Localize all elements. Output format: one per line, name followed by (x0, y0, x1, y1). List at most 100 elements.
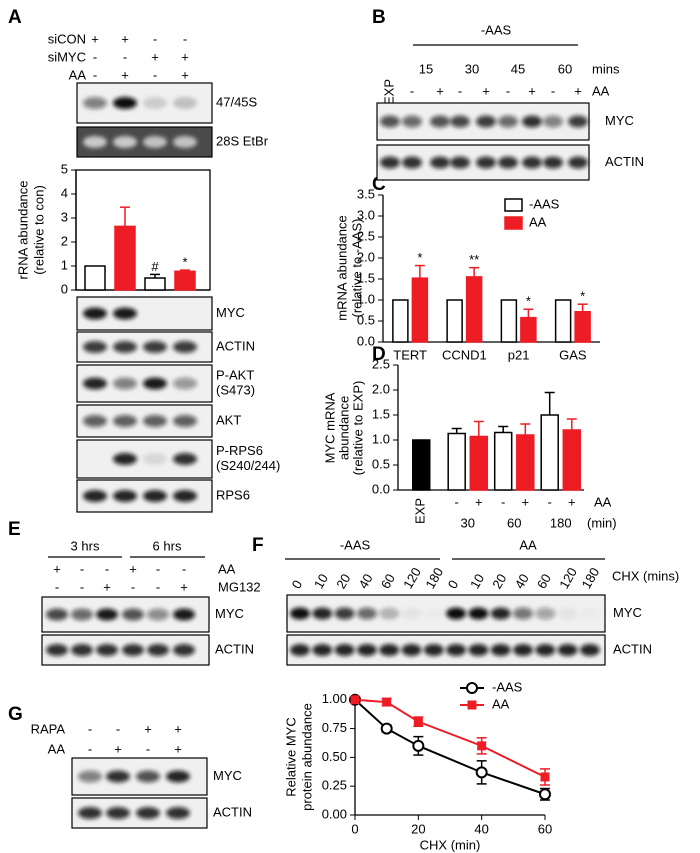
y-tick-label: 2.5 (357, 228, 375, 243)
blot-label: P-RPS6 (216, 443, 263, 458)
band (402, 156, 422, 169)
group-label: -AAS (481, 22, 512, 37)
band (113, 377, 137, 390)
band (446, 607, 467, 620)
y-tick-label: 0.75 (322, 720, 347, 735)
x-tick-label: 60 (538, 821, 552, 836)
bar (516, 434, 535, 491)
bar (574, 311, 591, 343)
sign: - (80, 561, 84, 576)
sign: - (55, 579, 59, 594)
marker (475, 766, 488, 779)
group-lines (48, 44, 605, 560)
bar (540, 414, 559, 491)
blot-label: P-AKT (216, 367, 254, 382)
condition-label: siMYC (48, 49, 86, 64)
band (568, 115, 588, 128)
legend-swatch (504, 198, 523, 212)
y-tick-label: 0.0 (372, 481, 390, 496)
sign: + (103, 579, 111, 594)
band (83, 341, 107, 353)
band (71, 644, 93, 656)
y-axis-label: protein abundance (299, 703, 314, 811)
band (522, 156, 542, 169)
x-tick-label: TERT (393, 347, 427, 362)
x-tick-label: EXP (413, 498, 428, 524)
band (312, 644, 333, 656)
band (136, 807, 160, 819)
sign: + (53, 561, 61, 576)
band (468, 644, 489, 656)
panel-label: D (372, 344, 386, 365)
time-label: 30 (465, 61, 479, 76)
band (78, 807, 102, 819)
time-label: 60 (378, 571, 398, 591)
sign: - (105, 561, 109, 576)
time-label: 180 (422, 565, 446, 591)
y-tick-label: 3.5 (357, 186, 375, 201)
band (113, 136, 137, 148)
y-tick-label: 0.25 (322, 778, 347, 793)
y-axis-label: rRNA abundance (15, 180, 30, 279)
x-tick-label: 30 (461, 515, 475, 530)
band (166, 770, 190, 783)
sign-label: AA (594, 494, 612, 509)
legend-label: -AAS (492, 679, 523, 694)
band (290, 644, 310, 656)
x-axis-label: CHX (min) (420, 837, 481, 852)
sign: + (475, 494, 483, 509)
line (354, 698, 546, 778)
legend-label: AA (492, 696, 510, 711)
bar (447, 432, 466, 491)
band (535, 607, 556, 620)
marker (350, 695, 360, 705)
marker (477, 741, 487, 751)
band (379, 644, 400, 656)
band (96, 644, 118, 656)
sign: - (123, 49, 127, 64)
band (498, 156, 518, 169)
panel-label: B (372, 7, 386, 28)
bar (469, 435, 489, 491)
sign: + (114, 741, 122, 756)
legend-swatch (504, 216, 523, 230)
band (143, 136, 167, 148)
bar (412, 439, 431, 491)
blot-label: AKT (216, 412, 241, 427)
marker (380, 722, 393, 735)
band (334, 644, 355, 656)
sign: - (551, 83, 555, 98)
sign: + (129, 561, 137, 576)
y-tick-label: 0.00 (322, 806, 347, 821)
sign: - (455, 494, 459, 509)
y-axis-label: abundance (336, 396, 351, 460)
y-tick-label: 1.0 (357, 291, 375, 306)
marker (540, 772, 550, 782)
band (136, 770, 160, 783)
sign: - (93, 49, 97, 64)
sign: + (121, 31, 129, 46)
band (173, 415, 197, 427)
unit-label: mins (592, 61, 620, 76)
y-tick-label: 3.0 (357, 207, 375, 222)
bar (84, 265, 106, 291)
sign: + (91, 31, 99, 46)
sign: + (482, 83, 490, 98)
legend-marker (467, 700, 477, 710)
blot-label: RPS6 (216, 487, 250, 502)
annotation: ** (469, 252, 479, 267)
band (147, 608, 169, 621)
blot-label: MYC (213, 768, 242, 783)
band (143, 415, 167, 427)
panel-label: A (8, 7, 22, 28)
sign: + (174, 721, 182, 736)
x-tick-label: 60 (507, 515, 521, 530)
y-axis-label: (relative to EXP) (350, 381, 365, 476)
x-tick-label: p21 (508, 347, 530, 362)
sign: - (116, 721, 120, 736)
blot-label: ACTIN (613, 641, 652, 656)
band (173, 136, 197, 148)
x-tick-label: 20 (411, 821, 425, 836)
band (476, 115, 496, 128)
treatment-label: AA (592, 83, 610, 98)
